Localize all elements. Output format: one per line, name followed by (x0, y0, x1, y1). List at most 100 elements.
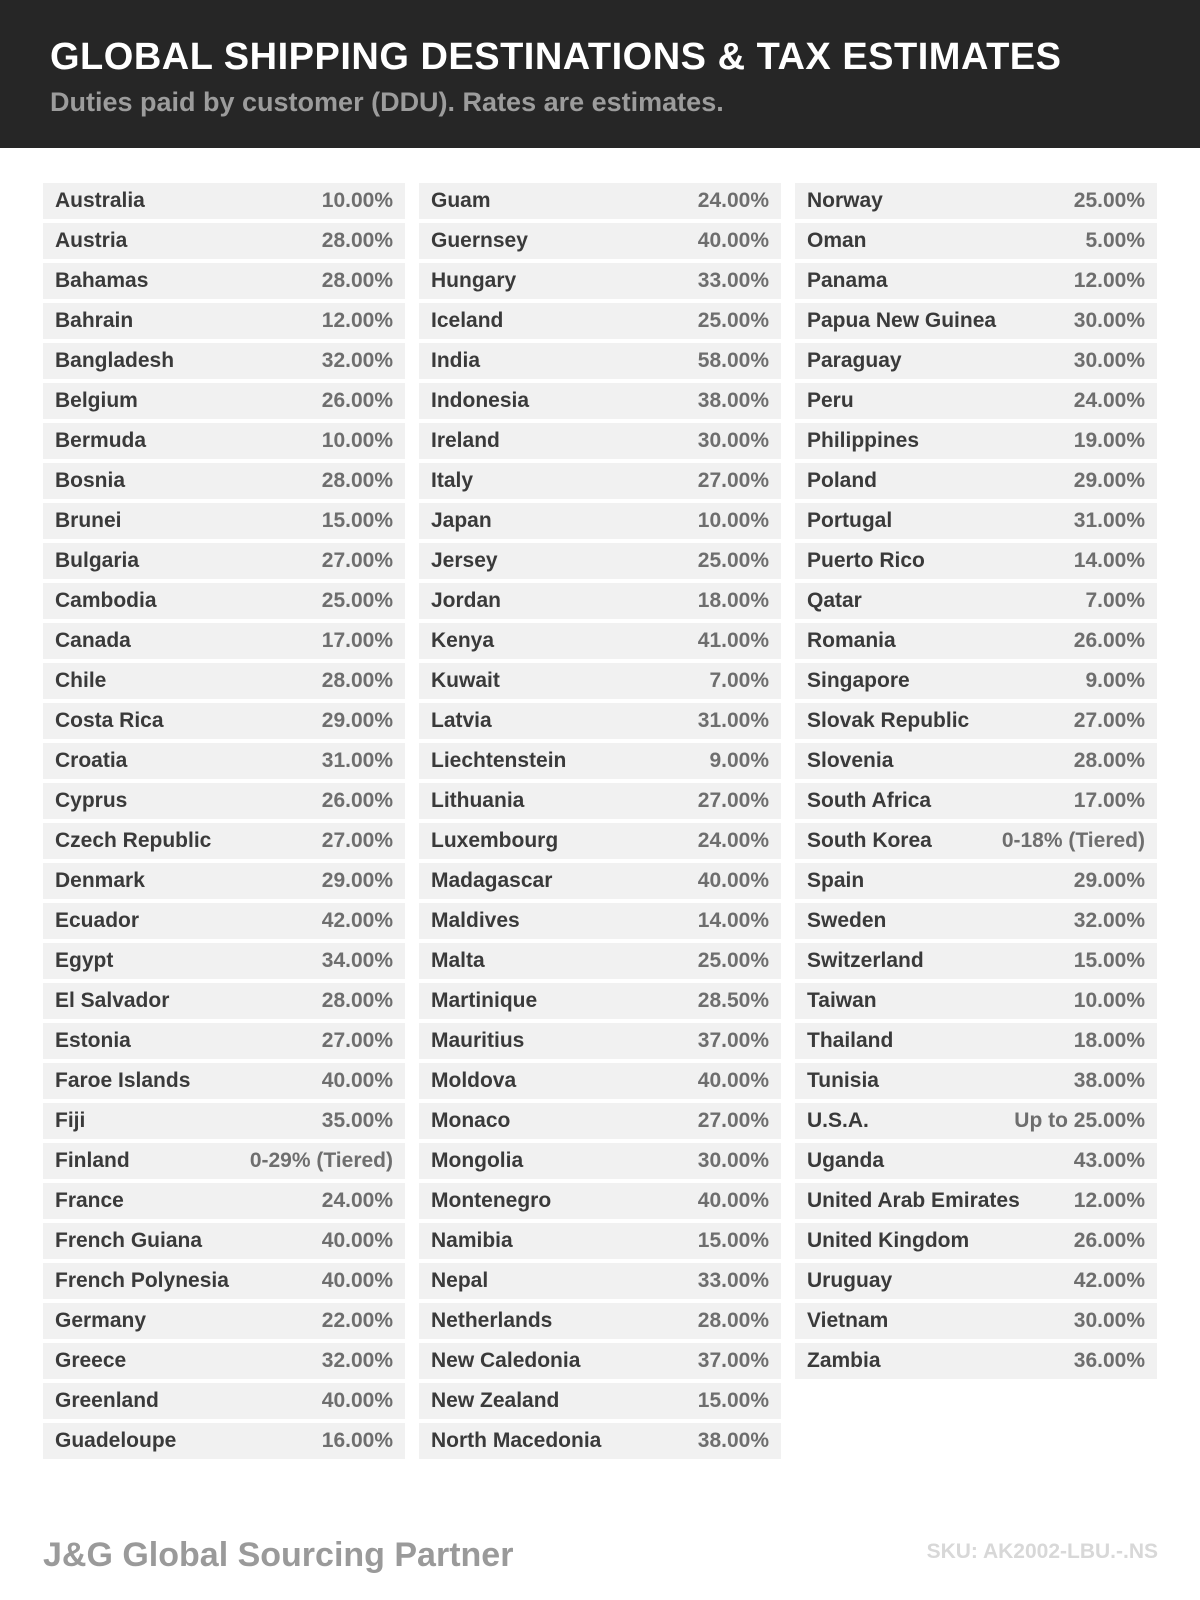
rates-column-2: Guam 24.00% Guernsey 40.00% Hungary 33.00% Ice… (419, 183, 781, 1463)
table-row: Belgium 26.00% (43, 383, 405, 419)
table-row: Slovenia 28.00% (795, 743, 1157, 779)
tax-rate: 38.00% (697, 389, 769, 412)
table-row: U.S.A. Up to 25.00% (795, 1103, 1157, 1139)
tax-rate: 30.00% (697, 429, 769, 452)
country-name: Germany (55, 1309, 147, 1332)
country-name: Madagascar (431, 869, 553, 892)
tax-rate: 18.00% (1073, 1029, 1145, 1052)
table-row: Namibia 15.00% (419, 1223, 781, 1259)
table-row: Netherlands 28.00% (419, 1303, 781, 1339)
tax-rate: 35.00% (321, 1109, 393, 1132)
tax-rate: 32.00% (1073, 909, 1145, 932)
country-name: Oman (807, 229, 867, 252)
country-name: Maldives (431, 909, 520, 932)
tax-rate: 28.50% (697, 989, 769, 1012)
country-name: Puerto Rico (807, 549, 925, 572)
country-name: French Guiana (55, 1229, 203, 1252)
tax-rate: 30.00% (697, 1149, 769, 1172)
country-name: Kuwait (431, 669, 500, 692)
table-row: Slovak Republic 27.00% (795, 703, 1157, 739)
country-name: United Kingdom (807, 1229, 970, 1252)
tax-rate: 0-18% (Tiered) (1001, 829, 1145, 852)
tax-rate: 29.00% (321, 709, 393, 732)
table-row: Ecuador 42.00% (43, 903, 405, 939)
table-row: Papua New Guinea 30.00% (795, 303, 1157, 339)
country-name: Malta (431, 949, 485, 972)
country-name: Guernsey (431, 229, 528, 252)
table-row: Jersey 25.00% (419, 543, 781, 579)
table-row: Estonia 27.00% (43, 1023, 405, 1059)
country-name: Taiwan (807, 989, 877, 1012)
table-row: Bahrain 12.00% (43, 303, 405, 339)
tax-rate: 7.00% (709, 669, 769, 692)
table-row: Fiji 35.00% (43, 1103, 405, 1139)
table-row: Oman 5.00% (795, 223, 1157, 259)
country-name: Slovenia (807, 749, 894, 772)
tax-rate: 27.00% (321, 829, 393, 852)
table-row: Bosnia 28.00% (43, 463, 405, 499)
country-name: Namibia (431, 1229, 513, 1252)
tax-rate: 9.00% (709, 749, 769, 772)
table-row: Taiwan 10.00% (795, 983, 1157, 1019)
tax-rate: 25.00% (321, 589, 393, 612)
tax-rate: Up to 25.00% (1014, 1109, 1145, 1132)
table-row: Croatia 31.00% (43, 743, 405, 779)
sku-text: SKU: AK2002-LBU.-.NS (926, 1540, 1158, 1563)
table-row: Guadeloupe 16.00% (43, 1423, 405, 1459)
rates-column-3: Norway 25.00% Oman 5.00% Panama 12.00% Papua N… (795, 183, 1157, 1383)
tax-rate: 32.00% (321, 349, 393, 372)
country-name: Bahrain (55, 309, 134, 332)
tax-rate: 27.00% (697, 1109, 769, 1132)
table-row: Maldives 14.00% (419, 903, 781, 939)
tax-rate: 33.00% (697, 1269, 769, 1292)
tax-rate: 25.00% (697, 549, 769, 572)
country-name: Fiji (55, 1109, 86, 1132)
tax-rate: 24.00% (321, 1189, 393, 1212)
tax-rate: 40.00% (321, 1389, 393, 1412)
table-row: Bangladesh 32.00% (43, 343, 405, 379)
country-name: Philippines (807, 429, 920, 452)
tax-rate: 25.00% (1073, 189, 1145, 212)
table-row: Mauritius 37.00% (419, 1023, 781, 1059)
table-row: Bulgaria 27.00% (43, 543, 405, 579)
table-row: Lithuania 27.00% (419, 783, 781, 819)
country-name: South Africa (807, 789, 932, 812)
table-row: South Korea 0-18% (Tiered) (795, 823, 1157, 859)
tax-rate: 28.00% (321, 269, 393, 292)
page-subtitle: Duties paid by customer (DDU). Rates are… (50, 86, 724, 117)
country-name: France (55, 1189, 124, 1212)
table-row: Faroe Islands 40.00% (43, 1063, 405, 1099)
table-row: United Arab Emirates 12.00% (795, 1183, 1157, 1219)
table-row: Denmark 29.00% (43, 863, 405, 899)
tax-rate: 26.00% (321, 389, 393, 412)
country-name: Belgium (55, 389, 138, 412)
tax-rate: 15.00% (697, 1389, 769, 1412)
tax-rate: 16.00% (321, 1429, 393, 1452)
country-name: Bosnia (55, 469, 126, 492)
table-row: Switzerland 15.00% (795, 943, 1157, 979)
country-name: Costa Rica (55, 709, 164, 732)
tax-rate: 41.00% (697, 629, 769, 652)
country-name: Bangladesh (55, 349, 175, 372)
country-name: North Macedonia (431, 1429, 602, 1452)
tax-rate: 27.00% (697, 469, 769, 492)
tax-rate: 40.00% (697, 1069, 769, 1092)
country-name: Luxembourg (431, 829, 559, 852)
country-name: U.S.A. (807, 1109, 869, 1132)
country-name: Peru (807, 389, 854, 412)
table-row: Qatar 7.00% (795, 583, 1157, 619)
tax-rate: 25.00% (697, 949, 769, 972)
rates-column-1: Australia 10.00% Austria 28.00% Bahamas 28.00… (43, 183, 405, 1463)
tax-rate: 28.00% (321, 669, 393, 692)
country-name: El Salvador (55, 989, 170, 1012)
brand-text: J&G Global Sourcing Partner (43, 1536, 514, 1574)
tax-rate: 26.00% (1073, 1229, 1145, 1252)
country-name: Netherlands (431, 1309, 553, 1332)
tax-rate: 30.00% (1073, 1309, 1145, 1332)
country-name: Paraguay (807, 349, 902, 372)
table-row: Cyprus 26.00% (43, 783, 405, 819)
table-row: French Polynesia 40.00% (43, 1263, 405, 1299)
table-row: Greenland 40.00% (43, 1383, 405, 1419)
tax-rate: 28.00% (1073, 749, 1145, 772)
country-name: Australia (55, 189, 145, 212)
